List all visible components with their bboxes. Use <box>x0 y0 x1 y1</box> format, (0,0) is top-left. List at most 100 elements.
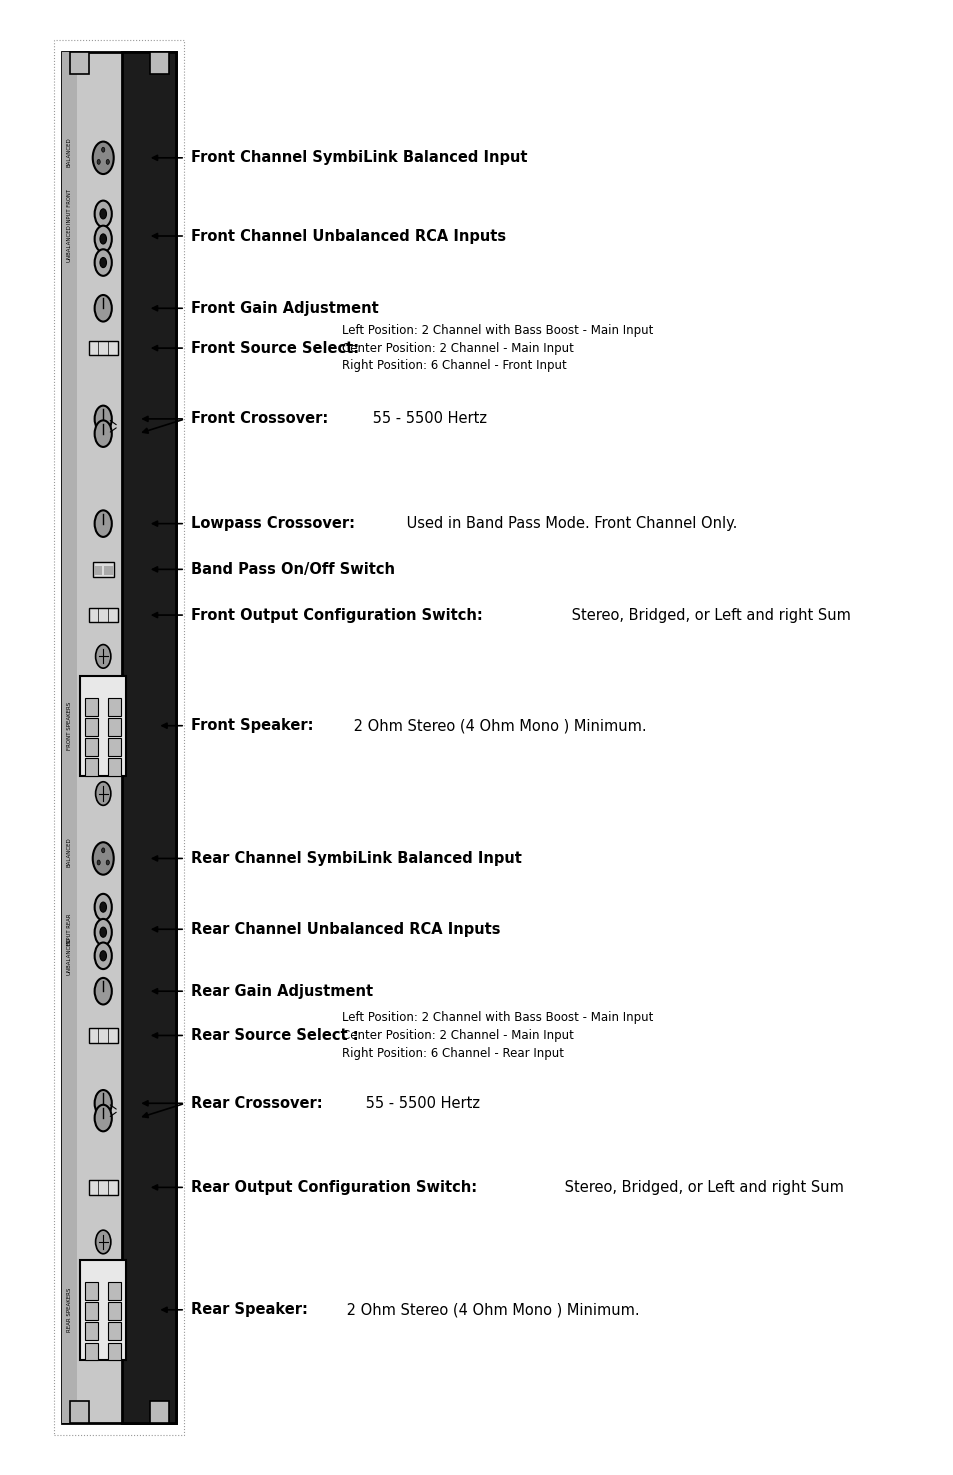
Text: INPUT REAR: INPUT REAR <box>67 913 71 945</box>
Circle shape <box>97 159 100 164</box>
Bar <box>93 566 102 575</box>
Circle shape <box>94 249 112 276</box>
Text: Used in Band Pass Mode. Front Channel Only.: Used in Band Pass Mode. Front Channel On… <box>402 516 737 531</box>
Bar <box>108 758 121 776</box>
Text: Front Channel Unbalanced RCA Inputs: Front Channel Unbalanced RCA Inputs <box>191 229 505 243</box>
Bar <box>70 1401 89 1423</box>
Text: Lowpass Crossover:: Lowpass Crossover: <box>191 516 355 531</box>
Text: Rear Gain Adjustment: Rear Gain Adjustment <box>191 984 373 999</box>
Bar <box>108 718 121 736</box>
Text: Rear Crossover:: Rear Crossover: <box>191 1096 322 1111</box>
Text: Band Pass On/Off Switch: Band Pass On/Off Switch <box>191 562 395 577</box>
Bar <box>85 758 98 776</box>
Circle shape <box>102 848 105 853</box>
Text: Center Position: 2 Channel - Main Input: Center Position: 2 Channel - Main Input <box>341 1030 573 1041</box>
Circle shape <box>100 209 107 218</box>
Bar <box>62 52 176 1423</box>
Bar <box>85 1323 98 1341</box>
Circle shape <box>94 1090 112 1117</box>
Bar <box>62 52 77 1423</box>
Text: Left Position: 2 Channel with Bass Boost - Main Input: Left Position: 2 Channel with Bass Boost… <box>341 324 652 336</box>
Text: Front Crossover:: Front Crossover: <box>191 412 328 426</box>
Text: Stereo, Bridged, or Left and right Sum: Stereo, Bridged, or Left and right Sum <box>567 608 850 622</box>
Circle shape <box>100 951 107 960</box>
Bar <box>150 1401 169 1423</box>
Circle shape <box>92 842 113 875</box>
Bar <box>85 718 98 736</box>
Circle shape <box>94 978 112 1004</box>
Bar <box>54 40 184 1435</box>
Text: Rear Channel Unbalanced RCA Inputs: Rear Channel Unbalanced RCA Inputs <box>191 922 499 937</box>
Bar <box>85 1302 98 1320</box>
Circle shape <box>94 1105 112 1131</box>
Bar <box>150 52 169 74</box>
Text: Front Channel SymbiLink Balanced Input: Front Channel SymbiLink Balanced Input <box>191 150 527 165</box>
Bar <box>85 1282 98 1299</box>
Circle shape <box>92 142 113 174</box>
Text: Stereo, Bridged, or Left and right Sum: Stereo, Bridged, or Left and right Sum <box>559 1180 843 1195</box>
Text: INPUT FRONT: INPUT FRONT <box>67 189 71 224</box>
Bar <box>108 1323 121 1341</box>
Circle shape <box>95 782 111 805</box>
Bar <box>108 1282 121 1299</box>
Text: UNBALANCED: UNBALANCED <box>67 937 71 975</box>
Text: Left Position: 2 Channel with Bass Boost - Main Input: Left Position: 2 Channel with Bass Boost… <box>341 1012 652 1024</box>
Circle shape <box>94 420 112 447</box>
Circle shape <box>106 860 110 864</box>
Circle shape <box>94 894 112 920</box>
Bar <box>85 1342 98 1360</box>
Text: Rear Channel SymbiLink Balanced Input: Rear Channel SymbiLink Balanced Input <box>191 851 521 866</box>
Text: 2 Ohm Stereo (4 Ohm Mono ) Minimum.: 2 Ohm Stereo (4 Ohm Mono ) Minimum. <box>341 1302 639 1317</box>
Text: REAR SPEAKERS: REAR SPEAKERS <box>67 1288 71 1332</box>
Text: BALANCED: BALANCED <box>67 137 71 167</box>
Bar <box>89 1180 117 1195</box>
Bar <box>70 52 89 74</box>
Bar <box>89 341 117 355</box>
Bar <box>85 698 98 715</box>
Bar <box>108 698 121 715</box>
Bar <box>80 1260 126 1360</box>
Bar <box>92 562 113 577</box>
Circle shape <box>97 860 100 864</box>
Text: Right Position: 6 Channel - Front Input: Right Position: 6 Channel - Front Input <box>341 360 566 372</box>
Circle shape <box>94 406 112 432</box>
Circle shape <box>94 919 112 945</box>
Text: UNBALANCED: UNBALANCED <box>67 224 71 263</box>
Circle shape <box>95 1230 111 1254</box>
Text: BALANCED: BALANCED <box>67 838 71 867</box>
Circle shape <box>100 258 107 267</box>
Circle shape <box>100 903 107 912</box>
Circle shape <box>100 928 107 937</box>
Text: 2 Ohm Stereo (4 Ohm Mono ) Minimum.: 2 Ohm Stereo (4 Ohm Mono ) Minimum. <box>349 718 646 733</box>
Circle shape <box>102 148 105 152</box>
Text: Front Gain Adjustment: Front Gain Adjustment <box>191 301 378 316</box>
Bar <box>80 676 126 776</box>
Text: 55 - 5500 Hertz: 55 - 5500 Hertz <box>360 1096 479 1111</box>
Bar <box>89 608 117 622</box>
Bar <box>108 739 121 757</box>
Text: Front Speaker:: Front Speaker: <box>191 718 313 733</box>
Bar <box>108 1342 121 1360</box>
Circle shape <box>95 645 111 668</box>
Text: Rear Source Select :: Rear Source Select : <box>191 1028 358 1043</box>
Bar <box>85 739 98 757</box>
Text: Right Position: 6 Channel - Rear Input: Right Position: 6 Channel - Rear Input <box>341 1047 563 1059</box>
Circle shape <box>94 295 112 322</box>
Bar <box>108 1302 121 1320</box>
Text: FRONT SPEAKERS: FRONT SPEAKERS <box>67 702 71 749</box>
Circle shape <box>94 226 112 252</box>
Text: Rear Speaker:: Rear Speaker: <box>191 1302 308 1317</box>
Circle shape <box>94 201 112 227</box>
Circle shape <box>106 159 110 164</box>
Bar <box>89 1028 117 1043</box>
Circle shape <box>94 510 112 537</box>
Circle shape <box>100 235 107 243</box>
Bar <box>121 52 176 1423</box>
Text: Rear Output Configuration Switch:: Rear Output Configuration Switch: <box>191 1180 476 1195</box>
Text: Front Output Configuration Switch:: Front Output Configuration Switch: <box>191 608 482 622</box>
Text: Center Position: 2 Channel - Main Input: Center Position: 2 Channel - Main Input <box>341 342 573 354</box>
Text: 55 - 5500 Hertz: 55 - 5500 Hertz <box>368 412 486 426</box>
Bar <box>104 566 112 575</box>
Circle shape <box>94 943 112 969</box>
Text: Front Source Select:: Front Source Select: <box>191 341 358 355</box>
